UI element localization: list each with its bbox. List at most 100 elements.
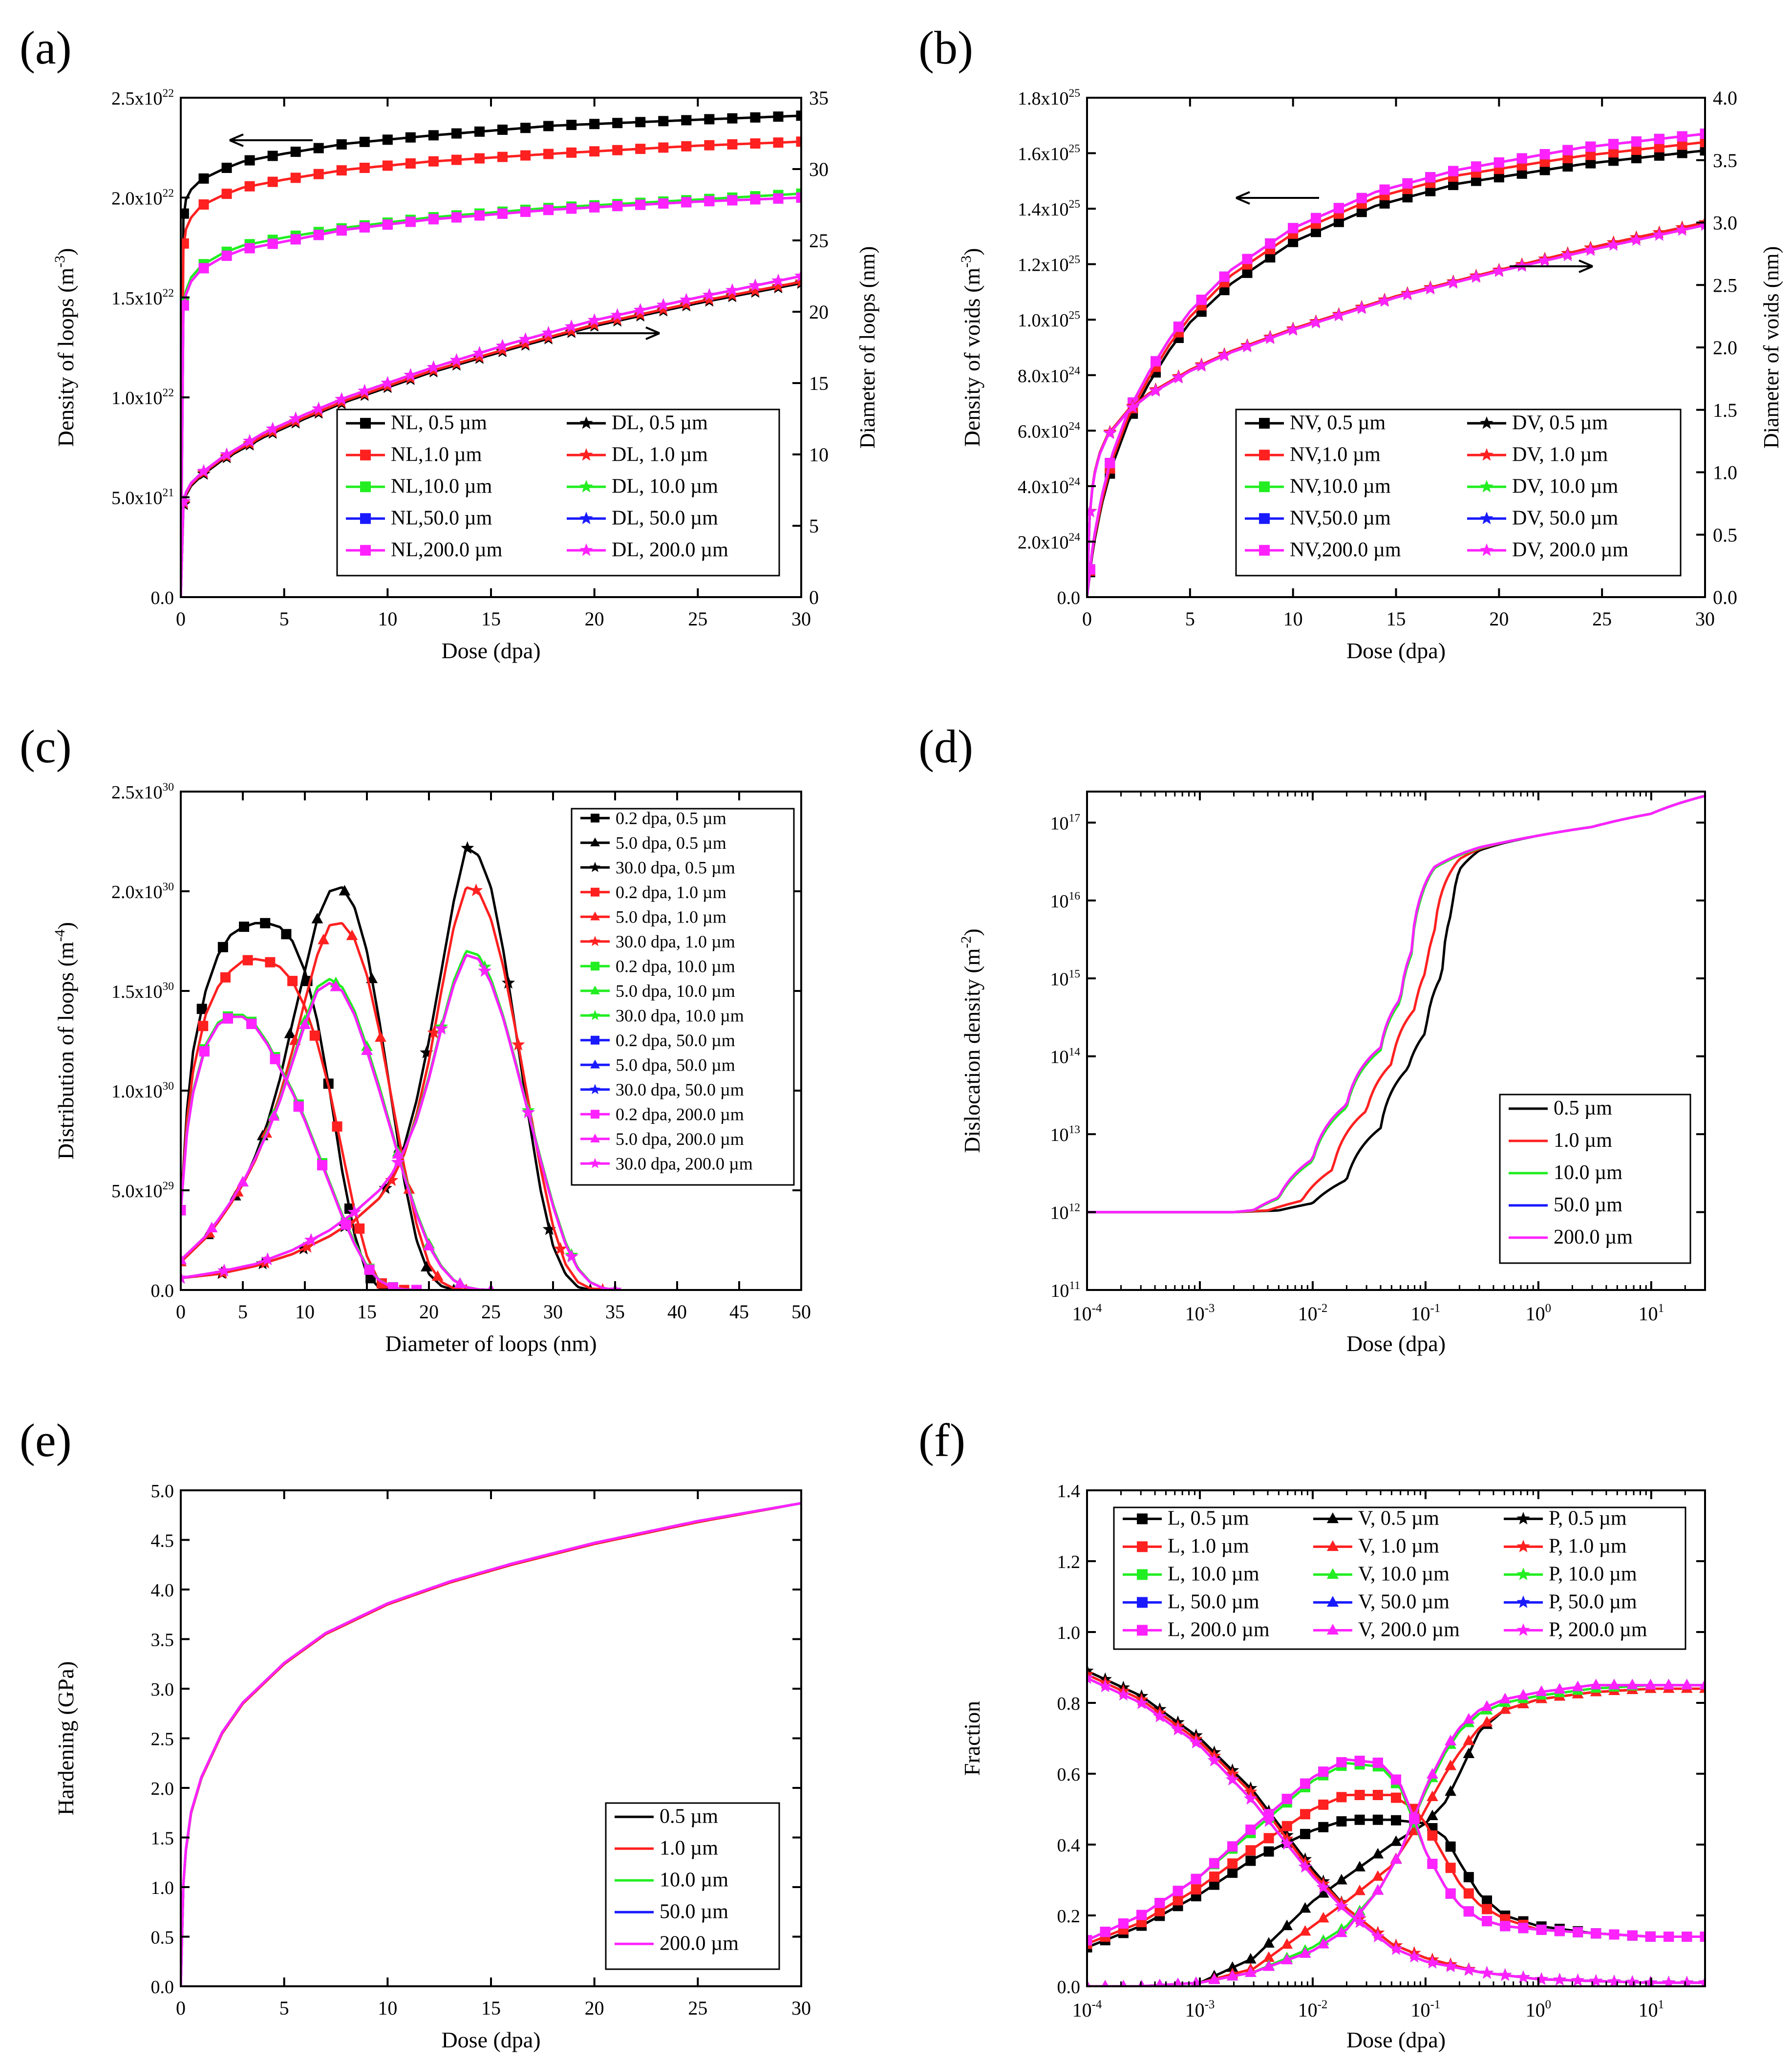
x-tick-label: 0 [1082,608,1092,630]
data-point [680,293,693,306]
legend-marker [1326,1540,1339,1551]
data-point [1155,1978,1164,1986]
data-point [1134,1696,1149,1709]
legend-marker [1326,1624,1339,1635]
series-line [181,1015,417,1290]
series-line [181,1502,801,1986]
legend-label: NL,200.0 µm [391,538,503,561]
data-point [773,137,784,148]
data-point [1700,1932,1705,1942]
data-point [1244,1791,1258,1805]
data-point [727,195,738,206]
data-point [1318,1766,1329,1777]
series-line [1087,224,1705,597]
data-point [658,198,669,209]
data-point [1332,308,1346,322]
data-point [1427,1809,1438,1820]
legend-label: NV, 0.5 µm [1290,411,1386,434]
y-tick-label: 1016 [1050,890,1080,912]
series-line [181,140,801,597]
legend-marker [1516,1512,1530,1525]
y-tick-label: 1.2x1025 [1018,254,1080,276]
x-tick-label: 5 [1185,608,1195,630]
data-point [1700,129,1705,139]
x-tick-label: 10-4 [1072,1302,1102,1325]
legend-marker [1480,543,1493,556]
legend-label: DV, 10.0 µm [1512,475,1618,497]
plot-area [181,841,622,1290]
data-point [1354,1861,1365,1871]
legend-label: 30.0 dpa, 0.5 µm [616,858,735,877]
y-tick-label: 1.0x1022 [111,387,174,408]
data-point [773,111,784,122]
legend: L, 0.5 µm V, 0.5 µm P, 0.5 µm L, 1.0 µm V, 1… [1113,1506,1686,1650]
data-point [1371,1929,1385,1942]
data-point [1427,1768,1438,1779]
x-tick-label: 100 [1526,1998,1551,2021]
data-point [1390,1853,1402,1864]
x-tick-label: 10-2 [1298,1998,1328,2021]
panel-label-a: (a) [20,21,72,74]
legend-marker [1516,1595,1530,1608]
y-tick-label: 0.0 [151,1977,174,1998]
data-point [635,144,646,154]
data-point [497,151,508,162]
data-point [244,243,255,254]
data-point [1317,1912,1329,1923]
y-tick-label: 1014 [1050,1046,1080,1068]
data-point [1589,1974,1603,1986]
plot-area [181,110,801,597]
data-point [242,955,253,966]
data-point [317,1160,328,1171]
legend-marker [1480,480,1493,493]
data-point [1263,1937,1275,1948]
legend-box [336,408,780,577]
data-point [1390,1835,1402,1846]
legend-label: 5.0 dpa, 0.5 µm [616,833,726,853]
y-tick-label: 1.2 [1057,1552,1081,1572]
data-point [411,1285,422,1290]
legend-label: NV,10.0 µm [1290,475,1391,497]
y-tick-label: 5.0x1029 [111,1180,174,1202]
y-tick-label: 0.0 [151,1281,174,1301]
y-tick-label: 2.0x1030 [111,881,174,903]
data-point [237,1176,249,1187]
data-point [270,1054,280,1065]
data-point [725,288,739,301]
x-tick-label: 25 [688,1997,707,2019]
data-point [198,199,209,210]
data-point [1463,1734,1475,1745]
x-tick-label: 20 [1489,608,1509,630]
x-tick-label: 101 [1639,1998,1664,2021]
y2-tick-label: 0.5 [1713,524,1737,546]
y-tick-label: 4.0x1024 [1018,475,1080,497]
y-tick-label: 0.8 [1057,1694,1081,1714]
y-tick-label: 4.0 [151,1580,174,1601]
x-tick-label: 10-2 [1298,1302,1328,1325]
legend-label: DL, 10.0 µm [612,475,718,497]
legend-marker [1480,448,1493,461]
data-point [246,1018,257,1029]
data-point [1288,223,1299,234]
legend-label: NL,10.0 µm [391,475,492,497]
legend-marker [591,962,599,971]
data-point [359,163,370,173]
y-tick-label: 3.5 [151,1630,174,1651]
data-point [1471,161,1481,172]
data-point [1245,1845,1256,1856]
data-point [1209,1858,1219,1869]
data-point [750,112,761,123]
legend: NL, 0.5 µm DL, 0.5 µm NL,1.0 µm DL, 1.0 µm N… [336,408,780,577]
legend-label: 0.2 dpa, 1.0 µm [616,882,726,902]
data-point [1700,137,1705,148]
data-point [1553,1973,1567,1986]
data-point [1481,1716,1493,1727]
data-point [771,274,785,287]
legend-marker [590,1059,600,1069]
data-point [1462,1963,1476,1976]
data-point [1299,1947,1311,1958]
legend: 0.5 µm 1.0 µm 10.0 µm 50.0 µm 200.0 µm [605,1802,780,1970]
data-point [1317,1937,1329,1949]
data-point [199,1046,210,1057]
